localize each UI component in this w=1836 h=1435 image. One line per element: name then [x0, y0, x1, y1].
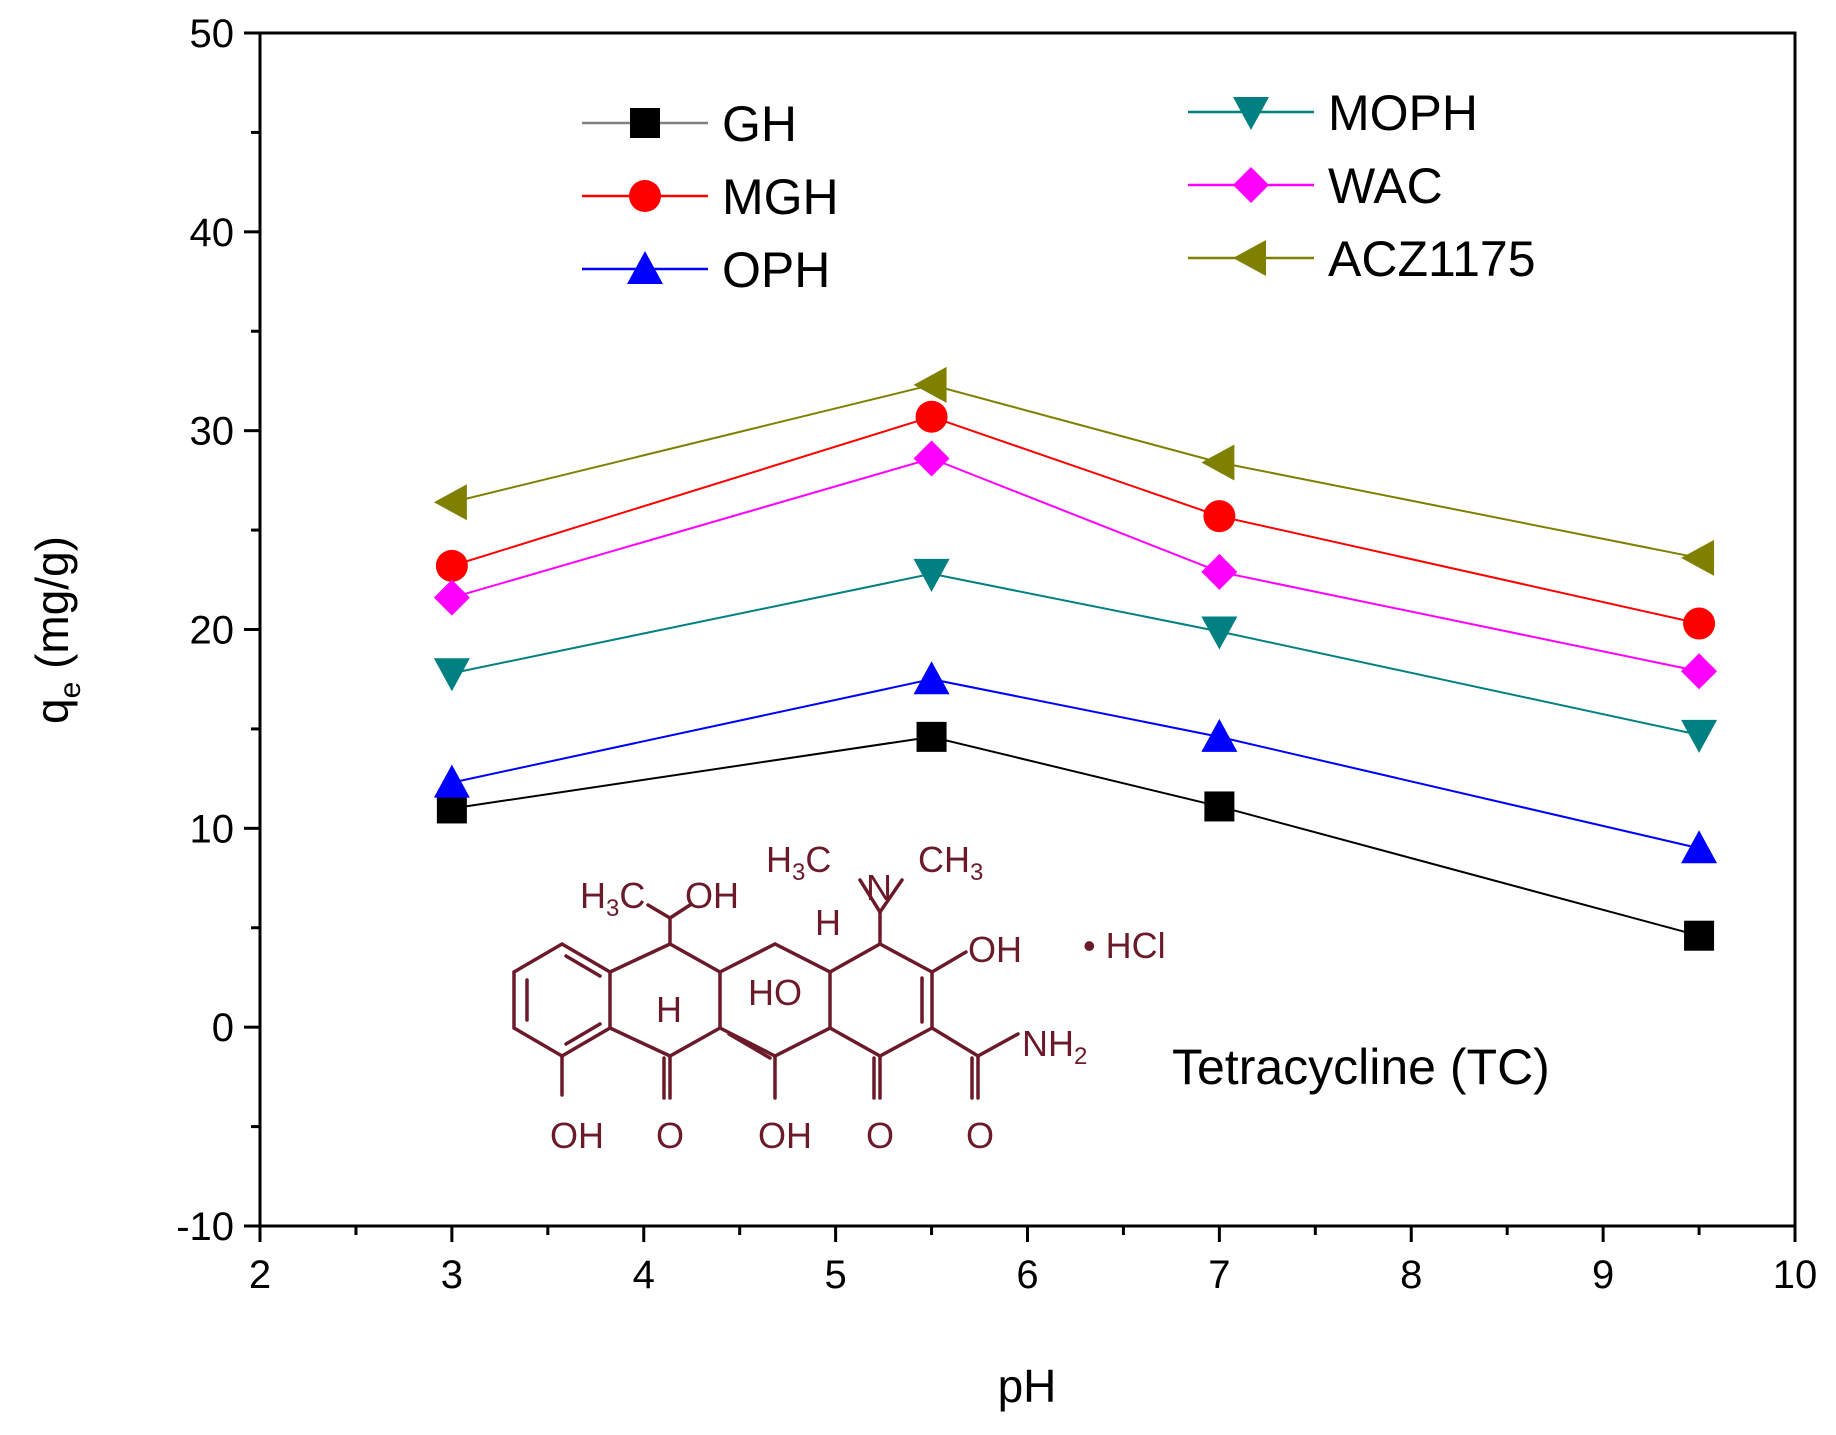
ho-center-label: HO: [748, 972, 802, 1013]
y-axis-title-units: (mg/g): [26, 536, 78, 669]
o-bottom-1-label: O: [656, 1115, 684, 1156]
series-line-acz1175: [451, 383, 1700, 559]
x-tick-label: 9: [1592, 1253, 1614, 1297]
data-point-moph: [433, 658, 470, 692]
data-point-wac: [913, 440, 950, 477]
y-axis-title: qe (mg/g): [26, 536, 87, 724]
o-bottom-2-label: O: [866, 1115, 894, 1156]
legend-label-moph: MOPH: [1328, 85, 1478, 141]
series-line-moph: [451, 572, 1700, 736]
data-point-oph: [1681, 830, 1718, 864]
data-point-gh: [1684, 920, 1715, 951]
h-lower-label: H: [656, 989, 682, 1030]
o-bottom-3-label: O: [966, 1115, 994, 1156]
data-point-acz1175: [913, 366, 947, 403]
legend-marker-oph: [627, 251, 663, 284]
n-methyl-right-label: CH3: [918, 839, 983, 886]
y-tick-label: 10: [190, 807, 235, 851]
methyl-left-label: H3C: [580, 875, 645, 922]
y-axis-title-main: q: [26, 698, 78, 724]
data-point-wac: [1201, 553, 1238, 590]
x-tick-label: 3: [441, 1253, 463, 1297]
data-point-wac: [433, 579, 470, 616]
x-axis-ticks: 2 3 4 5 6 7 8 9 10: [249, 1226, 1817, 1297]
data-point-oph: [913, 661, 950, 695]
y-tick-label: 30: [190, 410, 235, 454]
y-tick-label: 0: [212, 1006, 234, 1050]
data-point-acz1175: [1681, 539, 1715, 576]
x-tick-label: 6: [1016, 1253, 1038, 1297]
data-point-gh: [916, 721, 947, 752]
hcl-label: • HCl: [1083, 925, 1166, 966]
legend-marker-gh: [630, 108, 660, 138]
series-line-oph: [451, 678, 1700, 850]
y-tick-label: -10: [176, 1205, 234, 1249]
svg-text:qe (mg/g): qe (mg/g): [26, 536, 87, 724]
series-markers: [433, 366, 1718, 951]
x-tick-label: 4: [633, 1253, 655, 1297]
legend-label-wac: WAC: [1328, 158, 1443, 214]
legend-marker-wac: [1233, 167, 1269, 203]
h-upper-label: H: [815, 902, 841, 943]
data-point-oph: [1201, 718, 1238, 752]
data-point-moph: [913, 558, 950, 592]
legend-label-gh: GH: [722, 96, 797, 152]
x-tick-label: 5: [825, 1253, 847, 1297]
data-point-gh: [1204, 791, 1235, 822]
legend-label-oph: OPH: [722, 242, 830, 298]
tetracycline-labels: H3C OH H3C CH3 N H OH • HCl H HO NH2 OH …: [550, 839, 1166, 1156]
series-line-gh: [451, 735, 1700, 937]
x-tick-label: 2: [249, 1253, 271, 1297]
y-tick-label: 40: [190, 211, 235, 255]
oh-top-label: OH: [685, 875, 739, 916]
nitrogen-label: N: [866, 867, 892, 908]
data-point-moph: [1201, 616, 1238, 650]
data-point-acz1175: [433, 484, 467, 521]
data-point-gh: [436, 793, 467, 824]
x-tick-label: 10: [1773, 1253, 1818, 1297]
legend-marker-moph: [1233, 97, 1269, 130]
data-point-moph: [1681, 719, 1718, 753]
data-point-mgh: [915, 400, 948, 433]
x-axis-title: pH: [998, 1360, 1057, 1412]
x-tick-label: 7: [1208, 1253, 1230, 1297]
data-point-mgh: [1203, 500, 1236, 533]
x-tick-label: 8: [1400, 1253, 1422, 1297]
y-tick-label: 50: [190, 12, 235, 56]
data-point-acz1175: [1201, 444, 1235, 481]
legend: GH MGH OPH MOPH WAC ACZ1175: [582, 85, 1536, 298]
n-methyl-left-label: H3C: [766, 839, 831, 886]
oh-bottom-mid-label: OH: [758, 1115, 812, 1156]
series-line-wac: [451, 457, 1700, 673]
oh-ring-label: OH: [968, 929, 1022, 970]
legend-marker-mgh: [629, 180, 661, 212]
data-point-wac: [1681, 653, 1718, 690]
legend-label-mgh: MGH: [722, 169, 839, 225]
y-tick-label: 20: [190, 609, 235, 653]
tetracycline-structure: [512, 878, 1020, 1100]
compound-annotation: Tetracycline (TC): [1172, 1039, 1550, 1095]
data-point-mgh: [1683, 607, 1716, 640]
legend-marker-acz1175: [1233, 240, 1266, 276]
y-axis-ticks: -10 0 10 20 30 40 50: [176, 12, 260, 1249]
data-point-oph: [433, 764, 470, 798]
series-line-mgh: [451, 415, 1700, 625]
series-lines: [451, 383, 1700, 937]
legend-label-acz1175: ACZ1175: [1328, 231, 1536, 287]
data-point-mgh: [435, 549, 468, 582]
oh-bottom-left-label: OH: [550, 1115, 604, 1156]
amide-label: NH2: [1022, 1023, 1087, 1070]
y-axis-title-sub: e: [54, 682, 87, 699]
